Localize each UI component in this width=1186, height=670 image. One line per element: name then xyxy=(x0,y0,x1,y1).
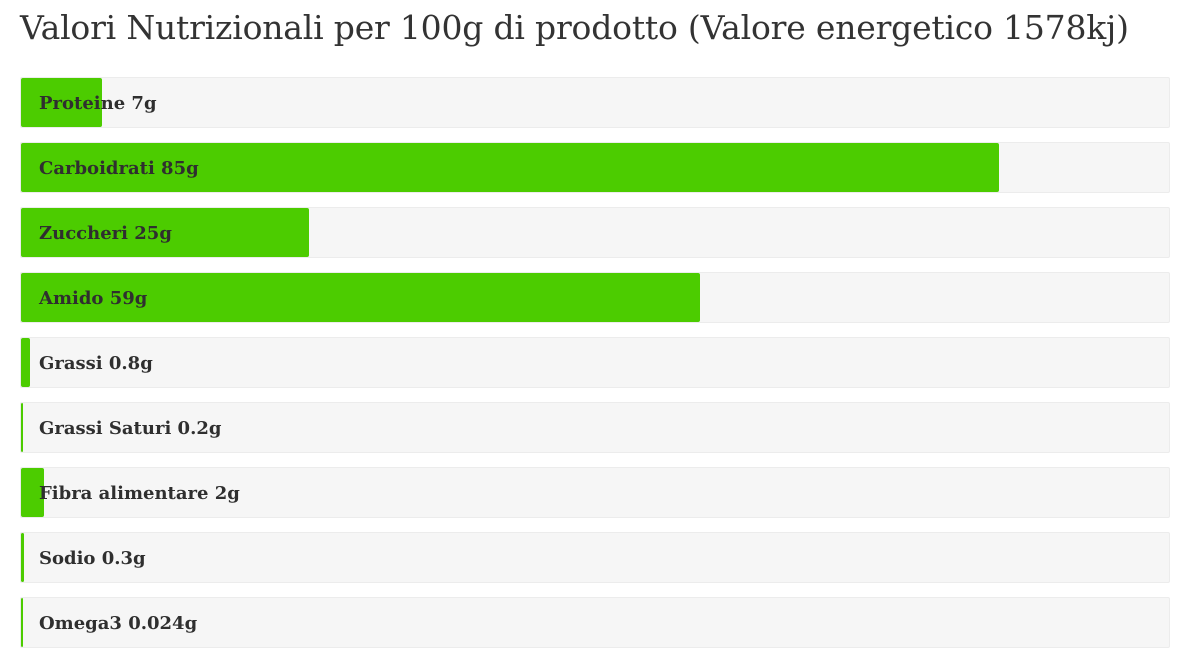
bar-track-proteine: Proteine 7g xyxy=(20,77,1170,128)
bar-track-omega3: Omega3 0.024g xyxy=(20,597,1170,648)
bar-grassi-saturi xyxy=(21,403,24,452)
chart-title: Valori Nutrizionali per 100g di prodotto… xyxy=(20,8,1129,47)
bar-label: Carboidrati 85g xyxy=(39,158,199,179)
bar-track-fibra-alimentare: Fibra alimentare 2g xyxy=(20,467,1170,518)
bar-track-carboidrati: Carboidrati 85g xyxy=(20,142,1170,193)
bar-omega3 xyxy=(21,598,23,647)
bar-track-grassi-saturi: Grassi Saturi 0.2g xyxy=(20,402,1170,453)
nutrition-bar-chart: Proteine 7g Carboidrati 85g Zuccheri 25g Am… xyxy=(20,77,1170,662)
bar-track-sodio: Sodio 0.3g xyxy=(20,532,1170,583)
bar-label: Fibra alimentare 2g xyxy=(39,483,240,504)
bar-label: Sodio 0.3g xyxy=(39,548,146,569)
bar-label: Grassi Saturi 0.2g xyxy=(39,418,222,439)
bar-label: Omega3 0.024g xyxy=(39,613,198,634)
bar-sodio xyxy=(21,533,25,582)
bar-label: Grassi 0.8g xyxy=(39,353,153,374)
bar-fibra-alimentare xyxy=(21,468,44,517)
bar-grassi xyxy=(21,338,31,387)
bar-track-amido: Amido 59g xyxy=(20,272,1170,323)
bar-label: Proteine 7g xyxy=(39,93,157,114)
bar-amido xyxy=(21,273,700,322)
bar-carboidrati xyxy=(21,143,999,192)
bar-label: Zuccheri 25g xyxy=(39,223,172,244)
bar-proteine xyxy=(21,78,102,127)
bar-track-grassi: Grassi 0.8g xyxy=(20,337,1170,388)
bar-zuccheri xyxy=(21,208,309,257)
bar-label: Amido 59g xyxy=(39,288,148,309)
bar-track-zuccheri: Zuccheri 25g xyxy=(20,207,1170,258)
